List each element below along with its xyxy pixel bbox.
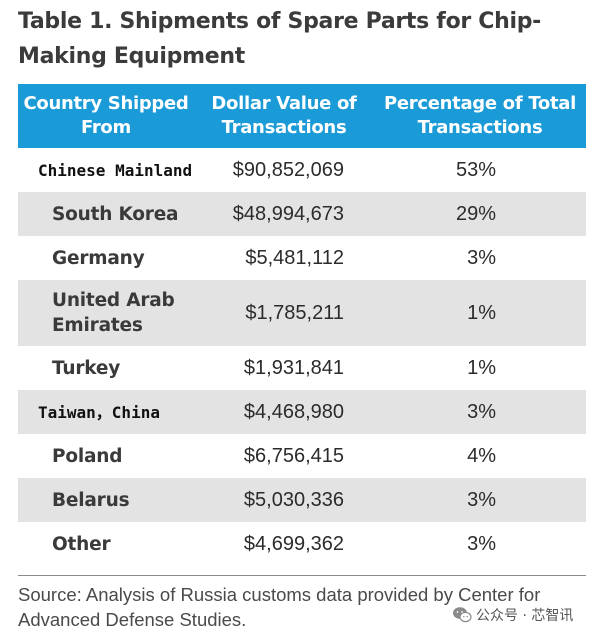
row-value: $1,931,841 — [243, 356, 344, 379]
row-value: $1,785,211 — [245, 301, 344, 324]
source-divider — [18, 575, 586, 576]
table-row: Taiwan，China $4,468,980 3% — [18, 390, 586, 434]
watermark-text: 公众号 · 芯智讯 — [476, 608, 574, 624]
watermark: 公众号 · 芯智讯 — [452, 604, 573, 626]
row-value: $6,756,415 — [243, 444, 344, 467]
table-row: Germany $5,481,112 3% — [18, 236, 586, 280]
row-value: $90,852,069 — [232, 158, 344, 181]
row-country: Poland — [52, 445, 123, 467]
row-value: $5,030,336 — [243, 488, 344, 511]
table-title: Table 1. Shipments of Spare Parts for Ch… — [18, 9, 542, 69]
row-percent: 1% — [467, 356, 496, 379]
table-row: Turkey $1,931,841 1% — [18, 346, 586, 390]
table-row: Chinese Mainland $90,852,069 53% — [18, 148, 586, 192]
header-dollar-value: Dollar Value of Transactions — [211, 93, 357, 138]
header-percentage: Percentage of Total Transactions — [383, 93, 577, 138]
row-country: Germany — [52, 247, 145, 269]
row-value: $4,699,362 — [243, 532, 344, 555]
wechat-icon — [453, 607, 472, 623]
row-percent: 3% — [467, 532, 496, 555]
row-value: $48,994,673 — [232, 202, 344, 225]
table-row: South Korea $48,994,673 29% — [18, 192, 586, 236]
table-row: United Arab Emirates $1,785,211 1% — [18, 280, 586, 346]
row-percent: 29% — [455, 202, 496, 225]
row-percent: 53% — [455, 158, 496, 181]
row-country: Chinese Mainland — [38, 160, 193, 180]
shipments-table: Country Shipped From Dollar Value of Tra… — [18, 84, 586, 566]
row-percent: 1% — [467, 301, 496, 324]
row-country: Other — [52, 533, 111, 555]
table-header: Country Shipped From Dollar Value of Tra… — [18, 84, 586, 148]
row-value: $4,468,980 — [243, 400, 344, 423]
source-note: Source: Analysis of Russia customs data … — [18, 584, 541, 630]
row-country: South Korea — [52, 203, 179, 225]
row-country: Belarus — [52, 489, 130, 511]
row-percent: 3% — [467, 246, 496, 269]
row-value: $5,481,112 — [245, 246, 344, 269]
header-country: Country Shipped From — [23, 93, 189, 138]
table-row: Poland $6,756,415 4% — [18, 434, 586, 478]
table-row: Belarus $5,030,336 3% — [18, 478, 586, 522]
row-country: United Arab Emirates — [52, 290, 175, 336]
table-row: Other $4,699,362 3% — [18, 522, 586, 566]
row-percent: 3% — [467, 400, 496, 423]
row-percent: 3% — [467, 488, 496, 511]
row-country: Turkey — [52, 357, 121, 379]
row-percent: 4% — [467, 444, 496, 467]
row-country: Taiwan，China — [38, 402, 160, 422]
